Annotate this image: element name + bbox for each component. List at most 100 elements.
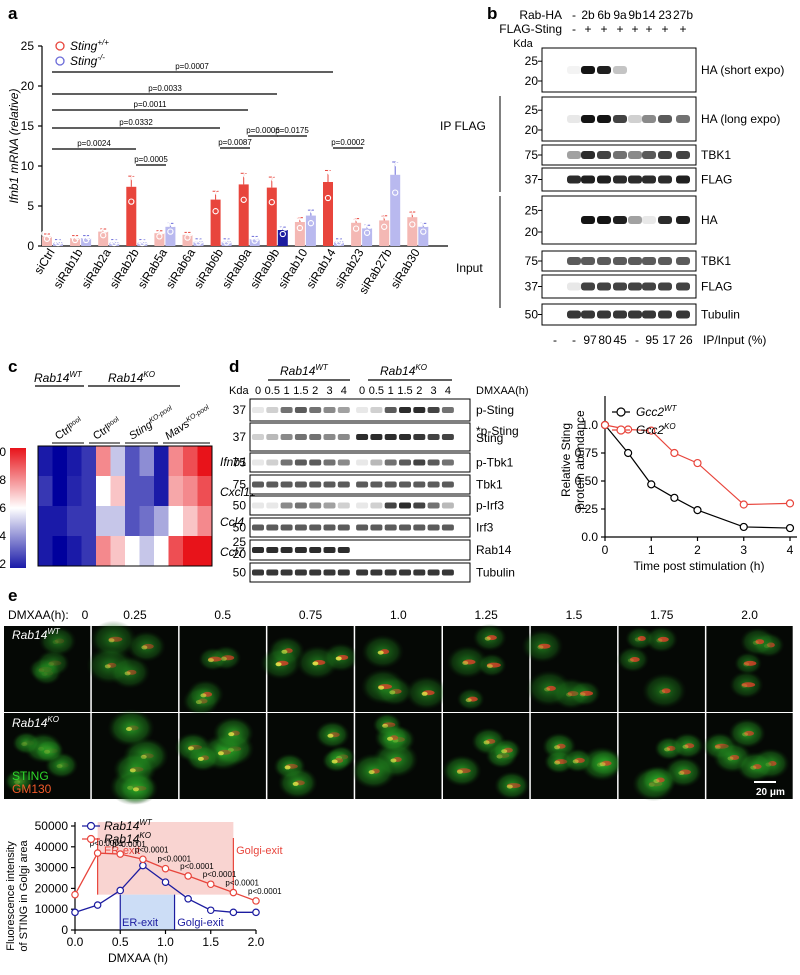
e-colocal-spot <box>284 765 291 770</box>
a-data-point <box>181 228 189 235</box>
b-band <box>676 115 690 123</box>
e-chart-point <box>229 888 238 897</box>
e-colocal-spot <box>682 744 689 749</box>
c-heat-cell <box>197 446 212 476</box>
d-kda-marker: 75 <box>233 478 247 492</box>
a-data-point <box>268 199 275 206</box>
d-band <box>252 524 264 531</box>
d-chart-x-tick-label: 1 <box>648 543 655 557</box>
a-data-point <box>74 233 81 240</box>
c-group-ko: Rab14KO <box>108 370 155 385</box>
a-data-point <box>350 212 357 219</box>
a-pvalue-5: p=0.0024 <box>77 139 111 148</box>
d-band <box>266 434 279 440</box>
d-blot-label: p-Tbk1 <box>476 456 514 470</box>
a-data-point <box>164 217 172 225</box>
b-band <box>597 282 611 291</box>
a-data-point <box>46 231 53 239</box>
b-band <box>676 282 690 291</box>
e-timepoint-label: 0.5 <box>214 608 231 622</box>
d-band <box>427 481 440 488</box>
d-band <box>356 481 369 488</box>
a-bar <box>390 174 401 246</box>
d-blot-label: p-Irf3 <box>476 499 504 513</box>
e-colocal-spot <box>741 683 748 688</box>
b-blot-label: HA (long expo) <box>701 112 780 126</box>
b-band <box>642 175 656 184</box>
e-colocal-spot <box>292 781 299 786</box>
a-y-tick-label: 0 <box>27 239 34 253</box>
c-heat-cell <box>110 476 125 506</box>
d-band <box>427 502 440 509</box>
d-band <box>337 407 350 413</box>
e-chart-point <box>184 872 192 880</box>
d-band <box>356 502 369 509</box>
a-y-tick-label: 20 <box>21 79 35 93</box>
c-heat-cell <box>125 446 140 476</box>
d-chart-point <box>624 448 633 458</box>
c-heat-cell <box>197 506 212 536</box>
d-band <box>427 459 440 466</box>
e-pvalue: p<0.0001 <box>203 870 237 879</box>
b-kda-marker: 75 <box>525 148 539 162</box>
d-band <box>252 569 264 576</box>
c-heat-cell <box>110 506 125 536</box>
b-kda-marker: 75 <box>525 254 539 268</box>
e-colocal-spot <box>141 645 148 650</box>
a-data-point <box>361 219 368 227</box>
a-pvalue-2: p=0.0033 <box>148 84 182 93</box>
c-heat-cell <box>52 536 67 566</box>
d-chart-y-tick-label: 1.0 <box>581 418 598 432</box>
e-chart-point <box>71 908 79 917</box>
b-ratio-value: 17 <box>662 333 676 347</box>
c-scale-tick: 2 <box>0 557 6 571</box>
c-heat-cell <box>67 506 82 536</box>
a-data-point <box>254 234 261 241</box>
b-band <box>597 257 611 265</box>
b-ratio-value: 97 <box>583 333 597 347</box>
e-chart-y-tick-label: 40000 <box>35 840 69 854</box>
e-colocal-spot <box>129 768 136 773</box>
b-lane-flag: + <box>661 22 668 36</box>
e-colocal-spot <box>465 698 472 703</box>
a-data-point <box>417 217 424 225</box>
b-band <box>597 151 611 159</box>
c-heat-cell <box>139 476 154 506</box>
b-band <box>567 310 581 319</box>
e-colocal-spot <box>656 638 663 643</box>
d-band <box>294 434 307 440</box>
a-data-point <box>352 225 360 232</box>
e-golgi-spot <box>16 778 26 784</box>
e-colocal-spot <box>659 689 666 694</box>
e-colocal-spot <box>727 756 734 761</box>
d-timepoint: 1 <box>284 385 290 397</box>
e-colocal-spot <box>387 736 394 741</box>
a-data-point <box>279 230 286 238</box>
d-band <box>337 459 350 466</box>
d-band <box>266 502 279 509</box>
b-band <box>642 257 656 265</box>
d-chart-point <box>785 499 795 508</box>
d-band <box>370 434 383 440</box>
e-colocal-spot <box>462 660 469 665</box>
b-blot-label: Tubulin <box>701 308 740 322</box>
e-colocal-spot <box>484 636 491 641</box>
d-chart-point <box>647 480 656 489</box>
b-input-label: Input <box>456 261 483 275</box>
a-data-point <box>57 238 64 245</box>
c-sub2: Ctrlpool <box>91 416 123 443</box>
a-y-tick-label: 10 <box>21 159 35 173</box>
e-colocal-spot <box>44 749 51 754</box>
d-band <box>399 459 411 466</box>
a-data-point <box>422 220 429 228</box>
d-chart-x-tick-label: 2 <box>694 543 701 557</box>
a-data-point <box>102 226 109 233</box>
e-timepoint-label: 0.75 <box>299 608 323 622</box>
e-channel-gm130: GM130 <box>12 782 52 796</box>
e-colocal-spot <box>335 656 342 661</box>
a-bar <box>154 233 165 246</box>
a-data-point <box>209 182 217 189</box>
d-band <box>266 547 279 553</box>
e-chart-ticks: 0.0 0.5 1.0 1.5 2.0 0 10000 20000 30000 40000 5000… <box>35 819 265 949</box>
